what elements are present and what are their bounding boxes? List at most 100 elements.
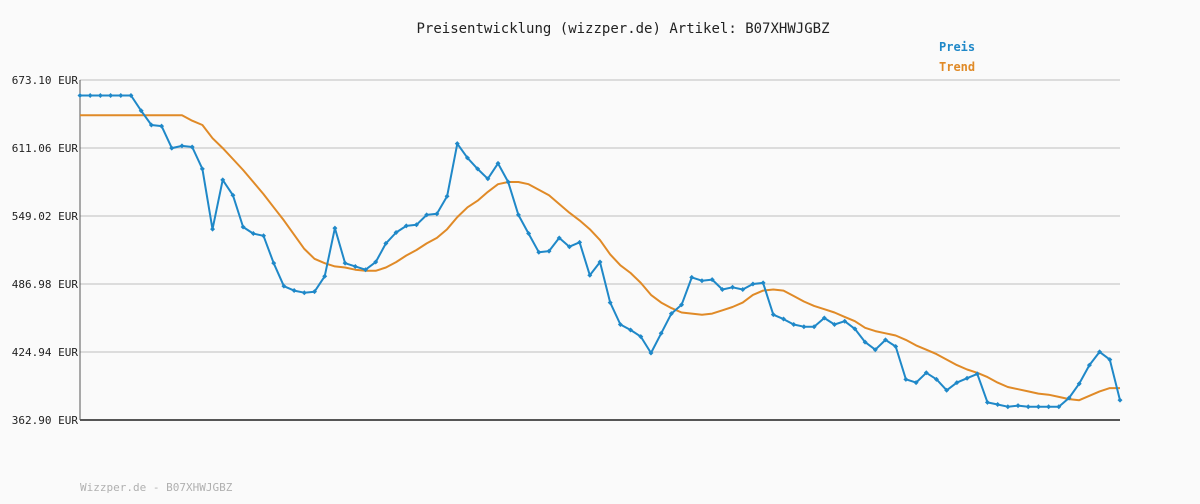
data-point xyxy=(556,235,562,241)
data-point xyxy=(342,260,348,266)
data-point xyxy=(536,249,542,255)
data-point xyxy=(250,231,256,237)
data-point xyxy=(566,244,572,250)
data-point xyxy=(138,108,144,114)
data-point xyxy=(597,259,603,265)
data-point xyxy=(485,176,491,182)
legend-item-preis: Preis xyxy=(939,40,975,54)
data-point xyxy=(709,277,715,283)
y-tick-label: 486.98 EUR xyxy=(12,278,79,291)
data-point xyxy=(1097,349,1103,355)
data-point xyxy=(97,92,103,98)
data-point xyxy=(658,330,664,336)
data-point xyxy=(607,300,613,306)
data-point xyxy=(301,290,307,296)
data-point xyxy=(954,380,960,386)
legend-item-trend: Trend xyxy=(939,60,975,74)
data-point xyxy=(1005,404,1011,410)
data-point xyxy=(1056,404,1062,410)
data-point xyxy=(801,324,807,330)
data-point xyxy=(903,376,909,382)
data-point xyxy=(811,324,817,330)
data-point xyxy=(1066,395,1072,401)
data-point xyxy=(281,283,287,289)
data-point xyxy=(179,143,185,149)
data-point xyxy=(699,278,705,284)
data-point xyxy=(760,280,766,286)
data-point xyxy=(515,212,521,218)
data-point xyxy=(230,192,236,198)
data-point xyxy=(1025,404,1031,410)
series-line-trend xyxy=(80,114,1120,402)
data-point xyxy=(291,288,297,294)
data-point xyxy=(872,347,878,353)
data-point xyxy=(87,92,93,98)
data-point xyxy=(1015,403,1021,409)
data-point xyxy=(1046,404,1052,410)
data-point xyxy=(617,322,623,328)
y-tick-label: 673.10 EUR xyxy=(12,74,79,87)
data-point xyxy=(750,281,756,287)
data-point xyxy=(444,193,450,199)
data-point xyxy=(913,380,919,386)
data-point xyxy=(352,263,358,269)
data-point xyxy=(852,326,858,332)
data-point xyxy=(362,267,368,273)
data-point xyxy=(424,212,430,218)
data-point xyxy=(862,339,868,345)
series-group xyxy=(77,92,1123,410)
data-point xyxy=(995,402,1001,408)
data-point xyxy=(832,322,838,328)
data-point xyxy=(1107,357,1113,363)
data-point xyxy=(159,123,165,129)
data-point xyxy=(933,376,939,382)
data-point xyxy=(648,350,654,356)
grid-lines xyxy=(80,79,1120,353)
data-point xyxy=(332,225,338,231)
data-point xyxy=(108,92,114,98)
y-tick-label: 424.94 EUR xyxy=(12,346,79,359)
data-point xyxy=(781,316,787,322)
data-point xyxy=(791,322,797,328)
data-point xyxy=(312,289,318,295)
data-point xyxy=(974,371,980,377)
data-point xyxy=(638,334,644,340)
data-point xyxy=(148,122,154,128)
data-point xyxy=(679,302,685,308)
data-point xyxy=(475,166,481,172)
data-point xyxy=(464,155,470,161)
chart-title: Preisentwicklung (wizzper.de) Artikel: B… xyxy=(416,21,829,37)
data-point xyxy=(454,141,460,147)
data-point xyxy=(984,399,990,405)
data-point xyxy=(730,284,736,290)
data-point xyxy=(373,259,379,265)
data-point xyxy=(261,233,267,239)
data-point xyxy=(842,318,848,324)
data-point xyxy=(923,370,929,376)
data-point xyxy=(740,286,746,292)
data-point xyxy=(210,226,216,232)
data-point xyxy=(1086,362,1092,368)
data-point xyxy=(199,166,205,172)
data-point xyxy=(495,160,501,166)
data-point xyxy=(546,248,552,254)
axes xyxy=(79,80,1120,421)
data-point xyxy=(1076,381,1082,387)
series-line-preis xyxy=(80,94,1121,408)
data-point xyxy=(882,337,888,343)
data-point xyxy=(964,375,970,381)
data-point xyxy=(118,92,124,98)
data-point xyxy=(689,274,695,280)
data-point xyxy=(719,286,725,292)
data-point xyxy=(383,240,389,246)
data-point xyxy=(189,144,195,150)
data-point xyxy=(821,315,827,321)
data-point xyxy=(413,222,419,228)
data-point xyxy=(240,224,246,230)
data-point xyxy=(944,387,950,393)
data-point xyxy=(220,177,226,183)
data-point xyxy=(1035,404,1041,410)
data-point xyxy=(668,311,674,317)
